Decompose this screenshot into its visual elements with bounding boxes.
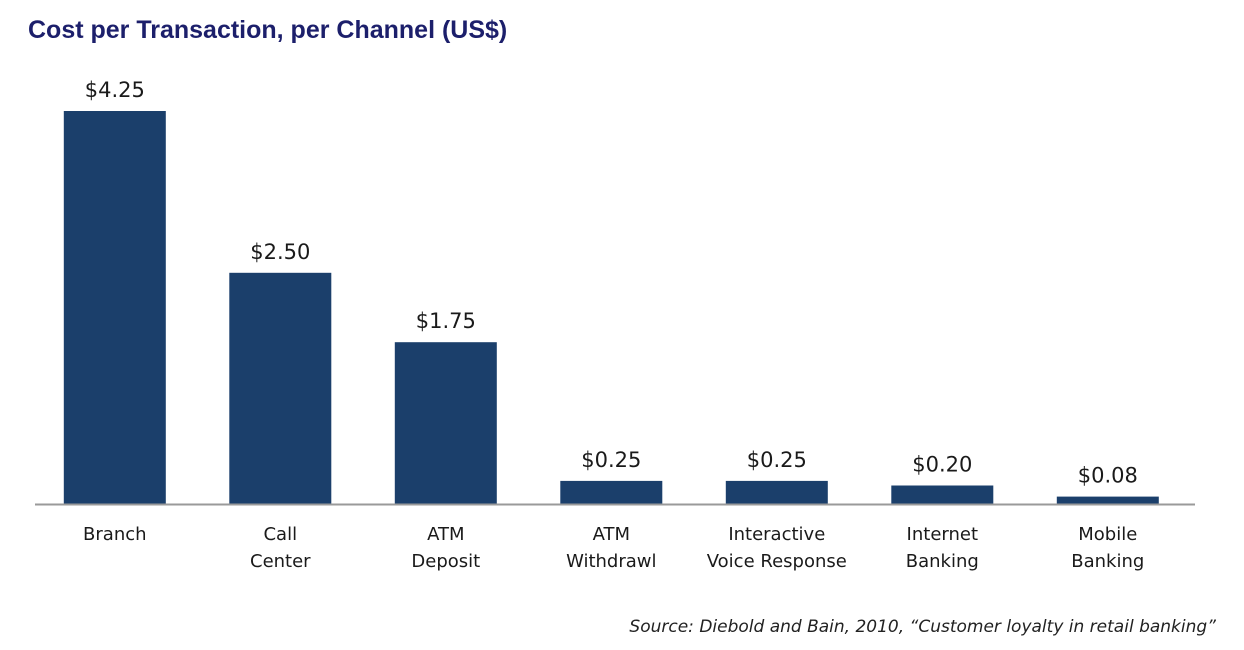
category-labels-group: Branch Call Center ATM Deposit ATM Withdrawl In… — [83, 524, 1144, 572]
data-label: $1.75 — [416, 309, 476, 333]
category-label-line: Mobile — [1078, 524, 1137, 545]
category-label: Branch — [83, 524, 147, 545]
bar — [394, 342, 497, 504]
category-label: ATM Deposit — [411, 524, 480, 572]
category-label: Internet Banking — [906, 524, 979, 572]
source-note: Source: Diebold and Bain, 2010, “Custome… — [629, 617, 1216, 637]
category-label-line: ATM — [593, 524, 630, 545]
data-label: $0.08 — [1078, 464, 1138, 488]
bar — [229, 272, 332, 504]
category-label: Call Center — [250, 524, 311, 572]
bar — [560, 480, 663, 504]
category-label-line: Branch — [83, 524, 147, 545]
category-label-line: Withdrawl — [566, 551, 656, 572]
bar — [725, 480, 828, 504]
bar — [63, 111, 166, 504]
data-label: $2.50 — [250, 240, 310, 264]
category-label-line: Call — [263, 524, 297, 545]
category-label-line: Banking — [906, 551, 979, 572]
bar — [1056, 496, 1159, 504]
data-label: $4.25 — [85, 78, 145, 102]
data-label: $0.25 — [581, 448, 641, 472]
category-label-line: Voice Response — [707, 551, 847, 572]
data-label: $0.20 — [912, 453, 972, 477]
category-label-line: Interactive — [728, 524, 825, 545]
category-label-line: Internet — [907, 524, 978, 545]
category-label-line: Center — [250, 551, 311, 572]
category-label: Interactive Voice Response — [707, 524, 847, 572]
category-label: Mobile Banking — [1071, 524, 1144, 572]
chart-title: Cost per Transaction, per Channel (US$) — [28, 16, 508, 44]
bars-group — [63, 111, 1159, 504]
data-label: $0.25 — [747, 448, 807, 472]
category-label: ATM Withdrawl — [566, 524, 656, 572]
data-labels-group: $4.25 $2.50 $1.75 $0.25 $0.25 $0.20 $0.08 — [85, 78, 1138, 488]
category-label-line: Deposit — [411, 551, 480, 572]
bar — [891, 485, 994, 504]
category-label-line: Banking — [1071, 551, 1144, 572]
category-label-line: ATM — [427, 524, 464, 545]
